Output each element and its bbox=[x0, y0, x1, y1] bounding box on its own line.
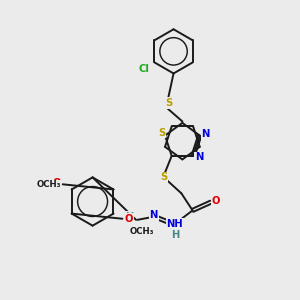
Text: OCH₃: OCH₃ bbox=[36, 180, 61, 189]
Text: O: O bbox=[124, 214, 133, 224]
Text: H: H bbox=[171, 230, 179, 240]
Text: H: H bbox=[125, 212, 134, 222]
Text: NH: NH bbox=[167, 219, 183, 229]
Text: S: S bbox=[160, 172, 167, 182]
Text: N: N bbox=[195, 152, 203, 162]
Text: Cl: Cl bbox=[138, 64, 149, 74]
Text: OCH₃: OCH₃ bbox=[130, 227, 154, 236]
Text: N: N bbox=[202, 129, 210, 139]
Text: O: O bbox=[52, 178, 61, 188]
Text: O: O bbox=[212, 196, 220, 206]
Text: N: N bbox=[149, 210, 158, 220]
Text: S: S bbox=[165, 98, 172, 108]
Text: S: S bbox=[158, 128, 165, 138]
